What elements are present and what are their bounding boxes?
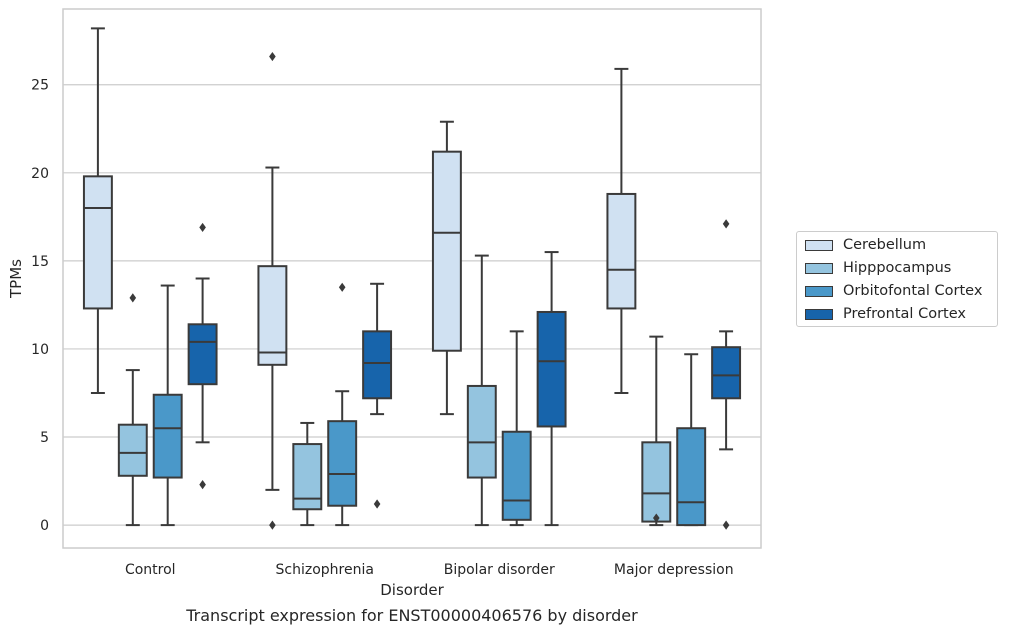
legend-label-cerebellum: Cerebellum [843,237,927,253]
box-schizophrenia-cerebellum-outlier-1 [269,51,276,62]
y-tick-label-0: 0 [40,518,49,534]
box-control-prefrontal-cortex [187,222,218,490]
box-major-depression-hipppocampus [641,335,672,527]
box-control-orbitofontal-cortex [152,284,183,527]
box-control-orbitofontal-cortex-iqr-box [152,393,183,479]
box-schizophrenia-prefrontal-cortex-outlier-0 [373,499,381,509]
legend-swatch-hipppocampus [805,262,833,274]
box-control-prefrontal-cortex-iqr-box [187,323,218,386]
box-control-prefrontal-cortex-outlier-0 [199,479,206,490]
box-bipolar-disorder-hipppocampus-iqr-box [466,384,497,479]
legend: Cerebellum Hipppocampus Orbitofontal Cor… [796,231,998,327]
box-major-depression-prefrontal-cortex-iqr-box [711,346,742,400]
y-tick-label-10: 10 [31,342,49,358]
legend-swatch-orbitofontal-cortex [805,285,833,297]
box-bipolar-disorder-hipppocampus [466,254,497,527]
box-bipolar-disorder-prefrontal-cortex-iqr-box [536,310,567,428]
box-schizophrenia-cerebellum-iqr-box [257,265,288,366]
box-control-cerebellum-iqr-box [82,175,113,310]
y-tick-label-20: 20 [31,166,49,182]
plot-frame [62,8,762,549]
box-major-depression-cerebellum [606,67,637,394]
box-bipolar-disorder-prefrontal-cortex [536,251,567,527]
box-major-depression-cerebellum-iqr-box [606,192,637,310]
box-schizophrenia-cerebellum [257,51,288,530]
box-bipolar-disorder-orbitofontal-cortex-iqr-box [501,430,532,521]
legend-label-hipppocampus: Hipppocampus [843,260,952,276]
y-tick-label-5: 5 [40,430,49,446]
box-major-depression-prefrontal-cortex-outlier-0 [722,520,730,530]
box-schizophrenia-prefrontal-cortex [362,282,393,509]
x-tick-label-major-depression: Major depression [614,562,734,578]
legend-swatch-cerebellum [805,239,833,251]
box-plot-marks [82,27,742,530]
box-major-depression-hipppocampus-outlier-0 [653,513,660,523]
box-bipolar-disorder-cerebellum [431,120,462,416]
x-tick-label-control: Control [125,562,176,578]
box-schizophrenia-cerebellum-outlier-0 [269,520,276,530]
box-schizophrenia-orbitofontal-cortex-outlier-0 [338,282,346,292]
legend-swatch-prefrontal-cortex [805,308,833,320]
x-axis-label: Disorder [380,581,444,599]
box-control-prefrontal-cortex-outlier-1 [199,222,206,233]
box-major-depression-hipppocampus-iqr-box [641,441,672,523]
box-schizophrenia-orbitofontal-cortex-iqr-box [327,420,358,507]
box-bipolar-disorder-cerebellum-iqr-box [431,150,462,352]
legend-label-prefrontal-cortex: Prefrontal Cortex [843,306,966,322]
x-tick-label-bipolar-disorder: Bipolar disorder [444,562,555,578]
box-major-depression-prefrontal-cortex [711,219,742,530]
box-bipolar-disorder-orbitofontal-cortex [501,330,532,527]
box-major-depression-orbitofontal-cortex-iqr-box [676,427,707,527]
x-tick-label-schizophrenia: Schizophrenia [276,562,374,578]
y-axis-label: TPMs [7,259,25,299]
legend-item-cerebellum: Cerebellum [805,235,926,255]
box-schizophrenia-hipppocampus [292,421,323,527]
box-control-cerebellum [82,27,113,394]
legend-item-hipppocampus: Hipppocampus [805,258,951,278]
box-control-hipppocampus-outlier-0 [129,293,137,303]
box-control-hipppocampus [117,293,148,527]
y-tick-label-25: 25 [31,78,49,94]
legend-label-orbitofontal-cortex: Orbitofontal Cortex [843,283,983,299]
tick-labels: 0 5 10 15 20 25 Control Schizophrenia Bipolar di… [31,78,733,578]
legend-item-prefrontal-cortex: Prefrontal Cortex [805,304,966,324]
legend-item-orbitofontal-cortex: Orbitofontal Cortex [805,281,982,301]
box-schizophrenia-prefrontal-cortex-iqr-box [362,330,393,400]
y-tick-label-15: 15 [31,254,49,270]
figure-caption: Transcript expression for ENST0000040657… [186,606,638,625]
box-major-depression-prefrontal-cortex-outlier-1 [722,219,730,229]
box-major-depression-orbitofontal-cortex [676,353,707,527]
box-schizophrenia-orbitofontal-cortex [327,282,358,527]
box-control-hipppocampus-iqr-box [117,423,148,477]
